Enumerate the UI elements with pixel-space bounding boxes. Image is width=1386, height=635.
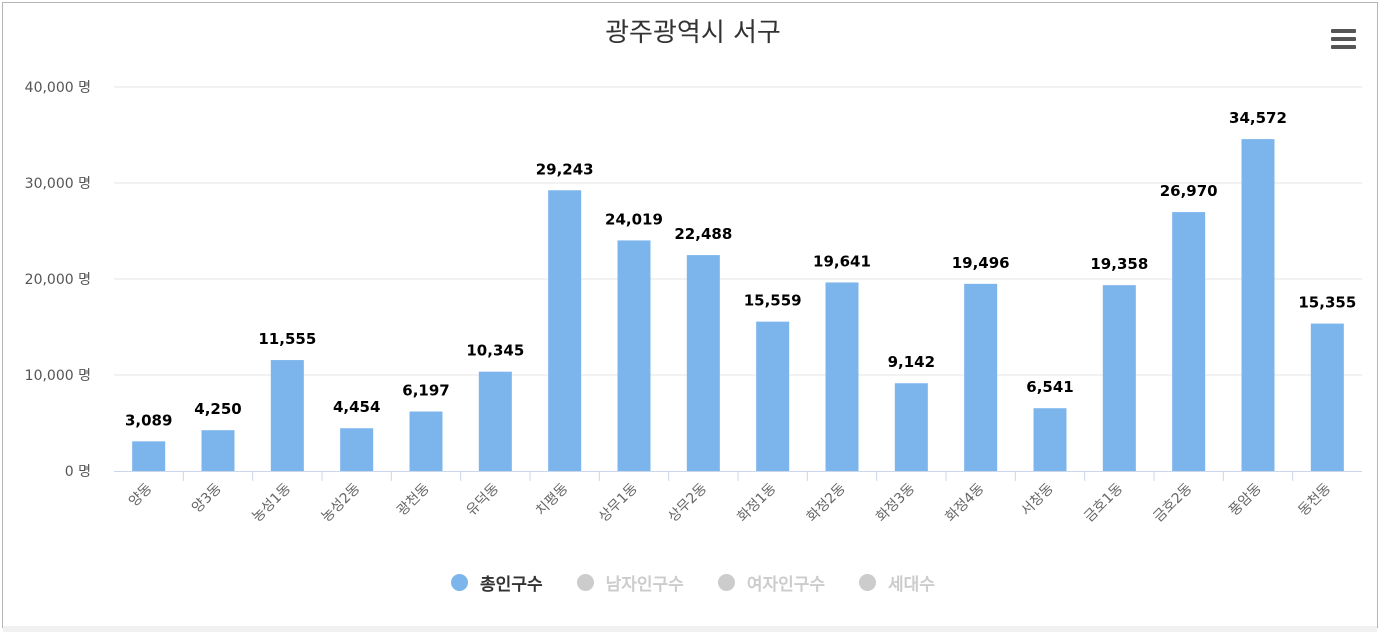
bottom-strip bbox=[3, 626, 1377, 632]
bar bbox=[132, 441, 166, 471]
bar bbox=[756, 321, 790, 471]
data-label: 10,345 bbox=[466, 342, 524, 360]
chart-title: 광주광역시 서구 bbox=[605, 18, 781, 48]
x-tick-label: 화정2동 bbox=[804, 480, 849, 525]
data-label: 4,250 bbox=[194, 400, 241, 418]
bar bbox=[825, 282, 859, 471]
data-label: 19,641 bbox=[813, 252, 871, 270]
bar bbox=[201, 430, 235, 471]
data-label: 34,572 bbox=[1229, 109, 1287, 127]
bar bbox=[1172, 212, 1206, 471]
hamburger-menu-icon[interactable] bbox=[1328, 26, 1358, 52]
bar bbox=[964, 283, 998, 471]
legend-item-female-population[interactable]: 여자인구수 bbox=[717, 570, 826, 595]
data-label: 4,454 bbox=[333, 398, 380, 416]
data-label: 11,555 bbox=[258, 330, 316, 348]
data-label: 29,243 bbox=[536, 160, 594, 178]
x-tick-label: 서창동 bbox=[1018, 480, 1057, 519]
data-label: 26,970 bbox=[1160, 182, 1218, 200]
bar bbox=[1102, 285, 1136, 471]
x-tick-label: 양동 bbox=[126, 480, 156, 510]
data-label: 9,142 bbox=[888, 353, 935, 371]
data-label: 15,559 bbox=[744, 292, 802, 310]
bar bbox=[686, 255, 720, 471]
data-label: 15,355 bbox=[1298, 294, 1356, 312]
legend-label: 남자인구수 bbox=[605, 574, 684, 595]
x-tick-label: 풍암동 bbox=[1226, 480, 1265, 519]
y-tick-label: 30,000 명 bbox=[25, 176, 91, 192]
bar bbox=[894, 383, 928, 471]
legend-label: 총인구수 bbox=[480, 574, 543, 595]
data-label: 24,019 bbox=[605, 210, 663, 228]
data-label: 3,089 bbox=[125, 411, 172, 429]
bar bbox=[617, 240, 651, 471]
bar bbox=[409, 411, 443, 471]
x-tick-label: 금호2동 bbox=[1151, 480, 1196, 525]
legend: 총인구수 남자인구수 여자인구수 세대수 bbox=[0, 570, 1386, 595]
y-tick-label: 40,000 명 bbox=[25, 80, 91, 96]
x-tick-label: 화정3동 bbox=[873, 480, 918, 525]
x-tick-label: 상무1동 bbox=[596, 480, 641, 525]
y-tick-label: 10,000 명 bbox=[25, 368, 91, 384]
legend-label: 세대수 bbox=[888, 574, 935, 595]
x-tick-label: 유덕동 bbox=[464, 480, 503, 519]
legend-label: 여자인구수 bbox=[746, 574, 826, 595]
data-label: 19,358 bbox=[1090, 255, 1148, 273]
bar bbox=[548, 190, 582, 471]
x-tick-label: 농성1동 bbox=[249, 480, 294, 525]
bar bbox=[1241, 139, 1275, 471]
legend-item-male-population[interactable]: 남자인구수 bbox=[576, 570, 684, 595]
bar bbox=[340, 428, 374, 471]
data-label: 6,541 bbox=[1026, 378, 1073, 396]
bar bbox=[1033, 408, 1067, 471]
bar bbox=[1310, 323, 1344, 471]
data-label: 22,488 bbox=[674, 225, 732, 243]
legend-item-households[interactable]: 세대수 bbox=[859, 570, 935, 595]
legend-dot-icon bbox=[717, 573, 735, 591]
legend-dot-icon bbox=[859, 573, 877, 591]
x-tick-label: 치평동 bbox=[533, 480, 572, 519]
legend-dot-icon bbox=[576, 573, 594, 591]
legend-dot-icon bbox=[451, 573, 469, 591]
x-tick-label: 양3동 bbox=[189, 480, 225, 516]
x-tick-label: 화정4동 bbox=[943, 480, 988, 525]
y-tick-label: 0 명 bbox=[65, 464, 91, 480]
x-tick-label: 금호1동 bbox=[1081, 480, 1126, 525]
y-tick-label: 20,000 명 bbox=[25, 272, 91, 288]
bar bbox=[478, 371, 512, 471]
data-label: 19,496 bbox=[952, 254, 1010, 272]
legend-item-total-population[interactable]: 총인구수 bbox=[451, 570, 543, 595]
data-label: 6,197 bbox=[402, 382, 449, 400]
x-tick-label: 화정1동 bbox=[735, 480, 780, 525]
x-tick-label: 상무2동 bbox=[665, 480, 710, 525]
x-tick-label: 동천동 bbox=[1296, 480, 1335, 519]
bar bbox=[270, 360, 304, 471]
x-tick-label: 농성2동 bbox=[319, 480, 364, 525]
x-tick-label: 광천동 bbox=[394, 480, 433, 519]
